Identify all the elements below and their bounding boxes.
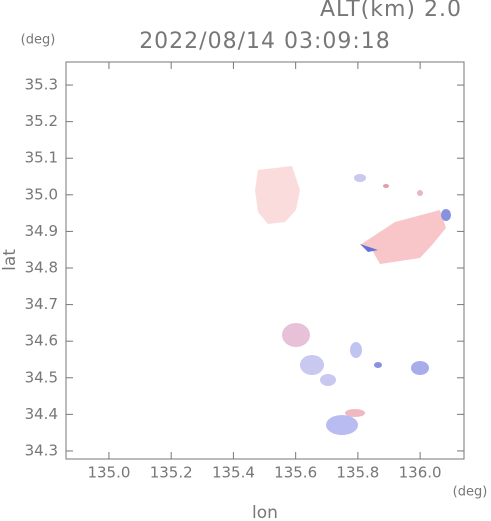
echo [417, 190, 423, 196]
echo [350, 342, 362, 358]
echo [411, 361, 429, 375]
chart-title: 2022/08/14 03:09:18 [139, 29, 391, 54]
echo [320, 374, 336, 386]
y-tick-label: 34.4 [25, 405, 58, 423]
x-tick-label: 135.0 [87, 464, 130, 482]
y-unit: (deg) [21, 33, 56, 48]
echo [345, 409, 365, 417]
y-tick-label: 34.9 [25, 222, 58, 240]
y-tick-label: 35.0 [25, 185, 58, 203]
echo [383, 184, 389, 188]
altitude: ALT(km) 2.0 [320, 0, 462, 22]
y-tick-label: 34.7 [25, 295, 58, 313]
x-tick-label: 135.4 [212, 464, 255, 482]
y-tick-label: 34.8 [25, 259, 58, 277]
echo [282, 323, 310, 347]
y-tick-label: 34.3 [25, 441, 58, 459]
x-tick-label: 135.2 [150, 464, 193, 482]
echo [441, 209, 451, 221]
y-tick-label: 35.3 [25, 76, 58, 94]
radar-echoes [255, 166, 451, 435]
echo [374, 362, 382, 368]
x-tick-label: 135.6 [274, 464, 317, 482]
x-tick-label: 135.8 [336, 464, 379, 482]
echo [360, 244, 378, 252]
y-axis-label: lat [0, 249, 20, 271]
echo [326, 415, 358, 435]
y-tick-label: 34.6 [25, 332, 58, 350]
echo [354, 174, 366, 182]
y-tick-label: 35.1 [25, 149, 58, 167]
echo [360, 210, 446, 264]
echo [300, 355, 324, 375]
x-axis-label: lon [252, 503, 278, 521]
echo [255, 166, 300, 224]
y-tick-label: 34.5 [25, 368, 58, 386]
plot-frame [65, 61, 465, 460]
x-tick-label: 136.0 [399, 464, 442, 482]
x-unit: (deg) [453, 485, 488, 500]
y-tick-label: 35.2 [25, 112, 58, 130]
